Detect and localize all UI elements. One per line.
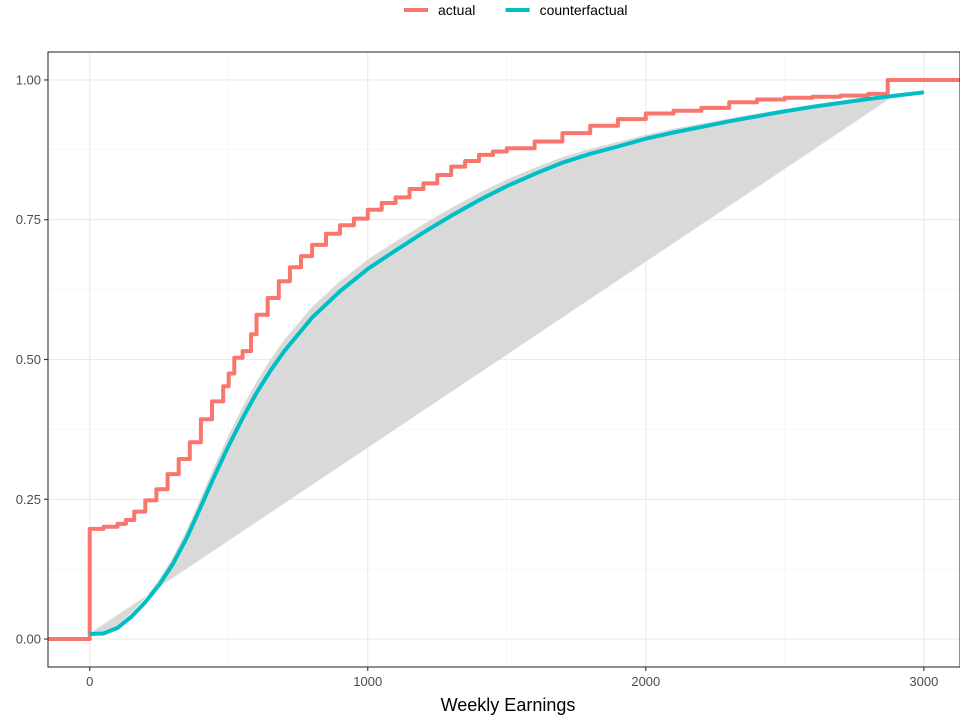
confidence-band: [89, 94, 896, 634]
legend-label-actual: actual: [438, 2, 475, 18]
y-axis: 0.00 0.25 0.50 0.75 1.00: [16, 72, 48, 647]
x-tick-label: 2000: [631, 674, 660, 689]
x-tick-label: 0: [86, 674, 93, 689]
series-line-actual: [48, 78, 960, 641]
series-lines: [48, 78, 960, 641]
x-axis-title: Weekly Earnings: [441, 695, 576, 715]
y-tick-label: 1.00: [16, 72, 41, 87]
legend: actual counterfactual: [404, 2, 628, 18]
legend-label-counterfactual: counterfactual: [540, 2, 628, 18]
series-line-counterfactual: [89, 90, 925, 636]
y-tick-label: 0.25: [16, 492, 41, 507]
y-tick-label: 0.50: [16, 352, 41, 367]
x-axis: 0 1000 2000 3000: [86, 667, 938, 689]
x-tick-label: 1000: [353, 674, 382, 689]
y-tick-label: 0.75: [16, 212, 41, 227]
y-tick-label: 0.00: [16, 632, 41, 647]
counterfactual-band: [89, 94, 896, 634]
x-tick-label: 3000: [909, 674, 938, 689]
